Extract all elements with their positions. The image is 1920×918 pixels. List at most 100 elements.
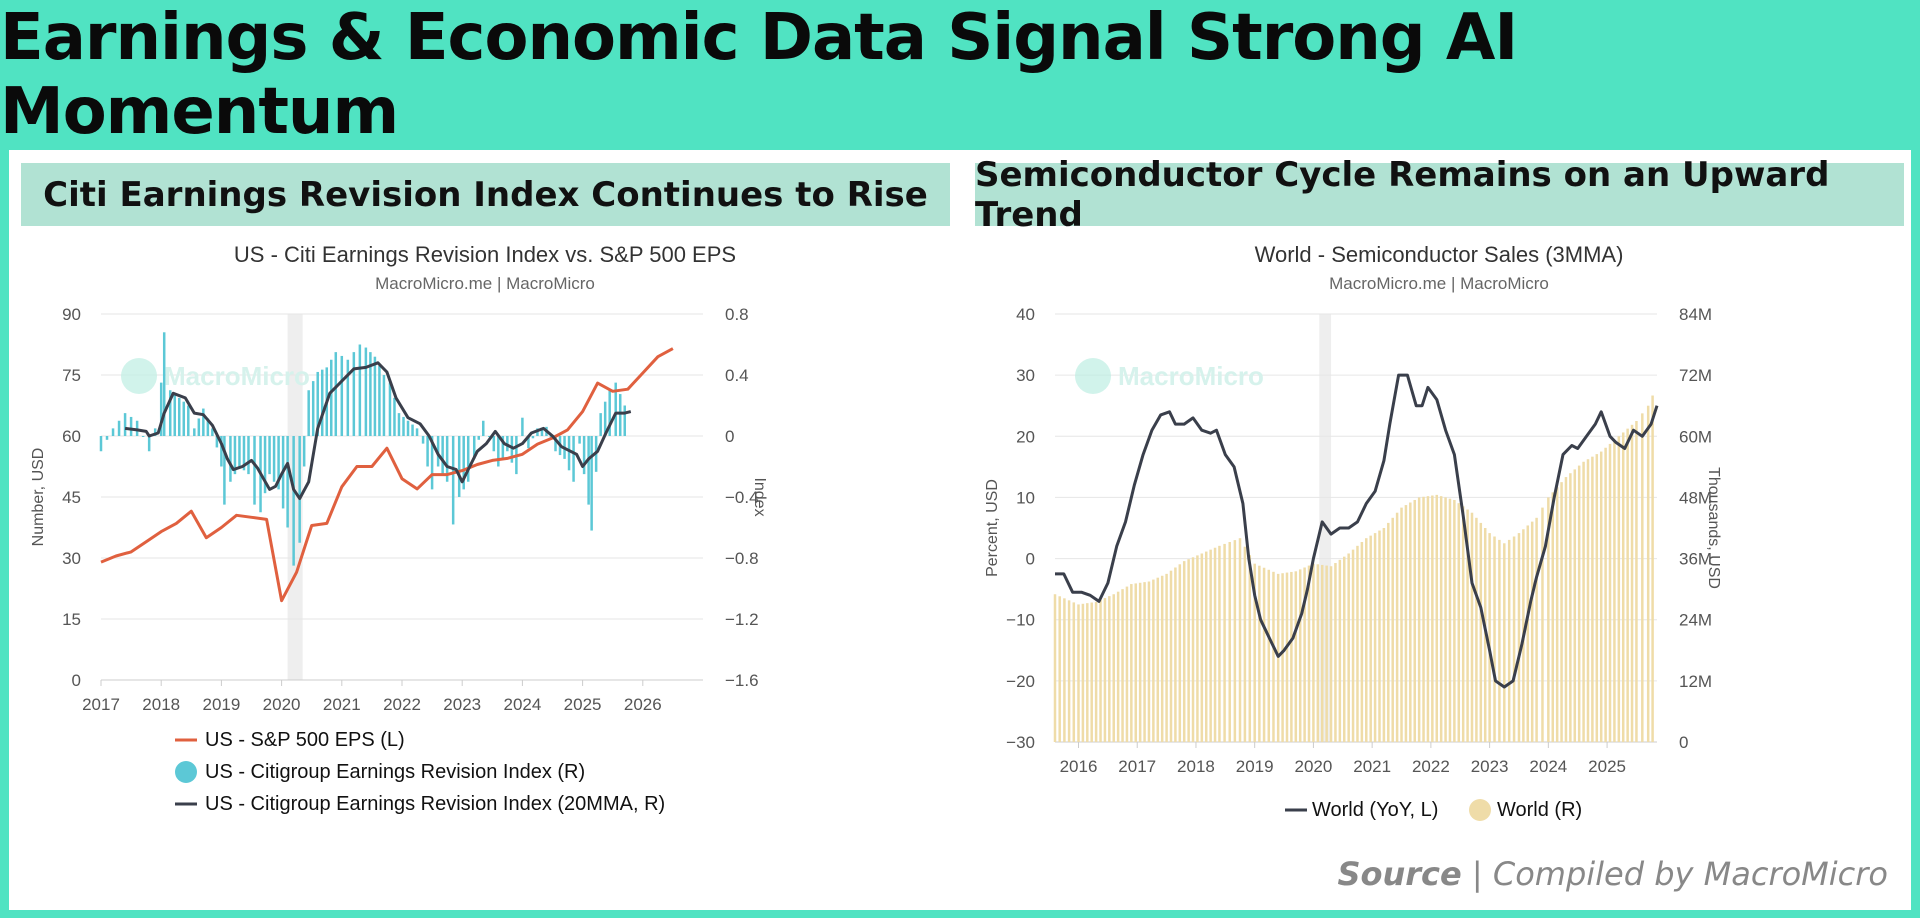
series-line bbox=[1055, 373, 1659, 689]
bar-mark bbox=[1617, 436, 1621, 742]
bar-mark bbox=[1223, 543, 1226, 742]
chart-title: US - Citi Earnings Revision Index vs. S&… bbox=[234, 242, 736, 267]
bar-mark bbox=[352, 352, 356, 436]
bar-mark bbox=[1067, 600, 1071, 742]
bar-mark bbox=[1285, 572, 1289, 742]
legend-swatch bbox=[1469, 799, 1491, 821]
bar-mark bbox=[1621, 432, 1625, 742]
bar-mark bbox=[1329, 566, 1333, 742]
x-tick-label: 2021 bbox=[323, 695, 361, 714]
bar-mark bbox=[521, 417, 524, 436]
bar-mark bbox=[421, 436, 425, 444]
chart-subtitle: MacroMicro.me | MacroMicro bbox=[1329, 274, 1549, 293]
bar-mark bbox=[1103, 598, 1107, 742]
x-tick-label: 2017 bbox=[82, 695, 120, 714]
bar-mark bbox=[1498, 539, 1501, 742]
bar-mark bbox=[1431, 495, 1434, 742]
content-panel bbox=[9, 150, 1911, 910]
bar-mark bbox=[1439, 496, 1443, 742]
y2-tick-label: −1.2 bbox=[725, 610, 759, 629]
x-tick-label: 2022 bbox=[383, 695, 421, 714]
bar-mark bbox=[162, 332, 166, 436]
y2-axis-label: Thousands, USD bbox=[1705, 467, 1722, 589]
bar-mark bbox=[1356, 545, 1359, 742]
y2-tick-label: 0.8 bbox=[725, 305, 749, 324]
bar-mark bbox=[1387, 522, 1390, 742]
bar-mark bbox=[1218, 545, 1221, 742]
bar-mark bbox=[1053, 594, 1057, 742]
watermark-text: MacroMicro bbox=[1118, 361, 1264, 391]
y2-tick-label: 84M bbox=[1679, 305, 1712, 324]
bar-mark bbox=[1134, 583, 1138, 742]
x-tick-label: 2023 bbox=[443, 695, 481, 714]
bar-mark bbox=[1351, 549, 1355, 742]
y-tick-label: 30 bbox=[1016, 366, 1035, 385]
bar-mark bbox=[608, 390, 611, 436]
bar-mark bbox=[292, 436, 295, 566]
bar-mark bbox=[1530, 521, 1534, 742]
bar-mark bbox=[247, 436, 250, 475]
bar-mark bbox=[193, 428, 196, 436]
bar-mark bbox=[1200, 553, 1204, 742]
bar-mark bbox=[1116, 591, 1120, 742]
y2-tick-label: 72M bbox=[1679, 366, 1712, 385]
bar-mark bbox=[1422, 496, 1425, 742]
bar-mark bbox=[1325, 565, 1328, 742]
bar-mark bbox=[1560, 482, 1563, 742]
bar-mark bbox=[373, 356, 377, 436]
y-tick-label: 15 bbox=[62, 610, 81, 629]
bar-mark bbox=[1404, 505, 1408, 742]
bar-mark bbox=[1307, 565, 1311, 742]
y-tick-label: 10 bbox=[1016, 488, 1035, 507]
bar-mark bbox=[1138, 582, 1142, 742]
watermark-text: MacroMicro bbox=[164, 361, 310, 391]
bar-mark bbox=[1243, 546, 1247, 742]
bar-mark bbox=[1448, 498, 1452, 742]
x-tick-label: 2025 bbox=[1588, 757, 1626, 776]
bar-mark bbox=[441, 436, 444, 475]
bar-mark bbox=[1369, 535, 1372, 742]
y2-tick-label: 12M bbox=[1679, 672, 1712, 691]
bar-mark bbox=[1209, 549, 1212, 742]
bar-mark bbox=[623, 405, 626, 436]
bar-mark bbox=[445, 436, 449, 482]
bar-mark bbox=[173, 394, 176, 436]
bar-mark bbox=[1646, 405, 1650, 742]
bar-mark bbox=[1577, 465, 1581, 742]
bar-mark bbox=[572, 436, 575, 482]
bar-mark bbox=[1160, 575, 1164, 742]
bar-mark bbox=[415, 428, 419, 436]
bar-mark bbox=[1178, 564, 1182, 742]
bar-mark bbox=[340, 355, 344, 436]
bar-mark bbox=[229, 436, 232, 482]
source-label: Source bbox=[1337, 855, 1462, 893]
bar-mark bbox=[1303, 567, 1306, 742]
bar-mark bbox=[111, 428, 115, 436]
bar-mark bbox=[1586, 459, 1590, 742]
bar-mark bbox=[1457, 503, 1461, 742]
bar-mark bbox=[1281, 573, 1284, 742]
bar-mark bbox=[1435, 494, 1439, 742]
bar-mark bbox=[430, 436, 434, 490]
bar-mark bbox=[614, 382, 617, 436]
bar-mark bbox=[1272, 571, 1275, 742]
y-tick-label: 0 bbox=[1026, 550, 1035, 569]
y-tick-label: −10 bbox=[1006, 611, 1035, 630]
bar-mark bbox=[268, 436, 271, 475]
earnings-revision-chart: US - Citi Earnings Revision Index vs. S&… bbox=[30, 242, 768, 815]
bar-mark bbox=[1635, 421, 1638, 742]
bar-mark bbox=[1316, 564, 1320, 742]
x-tick-label: 2022 bbox=[1412, 757, 1450, 776]
bar-mark bbox=[1121, 589, 1124, 742]
bar-mark bbox=[1099, 599, 1102, 742]
bar-mark bbox=[510, 436, 514, 463]
bar-mark bbox=[153, 428, 157, 436]
bar-mark bbox=[1651, 395, 1654, 742]
bar-mark bbox=[178, 397, 181, 436]
y-tick-label: 45 bbox=[62, 488, 81, 507]
bar-mark bbox=[397, 413, 401, 436]
bar-mark bbox=[117, 420, 121, 436]
y-axis-label: Percent, USD bbox=[984, 479, 1001, 577]
y-tick-label: −30 bbox=[1006, 733, 1035, 752]
bar-mark bbox=[206, 418, 210, 436]
